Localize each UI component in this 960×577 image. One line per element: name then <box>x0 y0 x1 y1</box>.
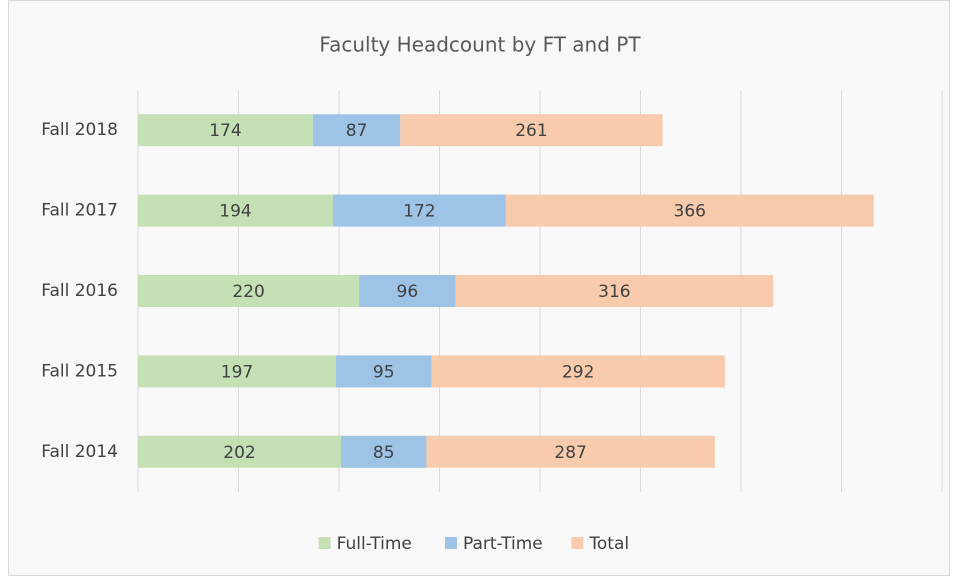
data-label: 292 <box>562 362 594 382</box>
data-label: 87 <box>346 121 368 141</box>
data-label: 96 <box>397 282 419 302</box>
bar-segment <box>426 435 715 468</box>
legend-label: Total <box>588 534 629 554</box>
y-tick-label: Fall 2018 <box>41 120 118 140</box>
bar-segment <box>505 194 874 227</box>
data-label: 261 <box>515 121 547 141</box>
bar-segment <box>138 435 342 468</box>
bar-segment <box>138 275 360 307</box>
data-label: 366 <box>674 202 706 222</box>
data-label: 174 <box>209 121 241 141</box>
data-label: 287 <box>554 443 586 463</box>
data-label: 95 <box>373 362 395 382</box>
data-label: 202 <box>223 443 255 463</box>
data-label: 197 <box>221 362 253 382</box>
bar-segment <box>312 114 401 147</box>
bar-segment <box>341 435 427 468</box>
bar-segment <box>455 275 774 307</box>
data-label: 85 <box>373 443 395 463</box>
bar-segment <box>335 355 432 388</box>
bar-segment <box>332 194 506 227</box>
data-label: 220 <box>232 282 264 302</box>
legend-swatch <box>571 537 584 549</box>
y-tick-label: Fall 2014 <box>41 442 118 462</box>
legend-label: Full-Time <box>337 534 412 554</box>
y-tick-label: Fall 2017 <box>41 201 118 221</box>
bar-segment <box>359 275 456 307</box>
bar-segment <box>138 194 333 227</box>
y-tick-label: Fall 2016 <box>41 281 118 301</box>
data-label: 194 <box>219 202 251 222</box>
bar-segment <box>431 355 725 388</box>
legend-swatch <box>445 537 457 549</box>
bar-segment <box>138 355 336 388</box>
y-tick-label: Fall 2015 <box>41 361 118 381</box>
legend-swatch <box>318 537 331 549</box>
bar-segment <box>400 114 663 147</box>
chart-title: Faculty Headcount by FT and PT <box>319 33 641 57</box>
data-label: 316 <box>598 282 630 302</box>
bar-segment <box>138 114 313 147</box>
legend-label: Part-Time <box>463 534 543 554</box>
data-label: 172 <box>403 202 435 222</box>
